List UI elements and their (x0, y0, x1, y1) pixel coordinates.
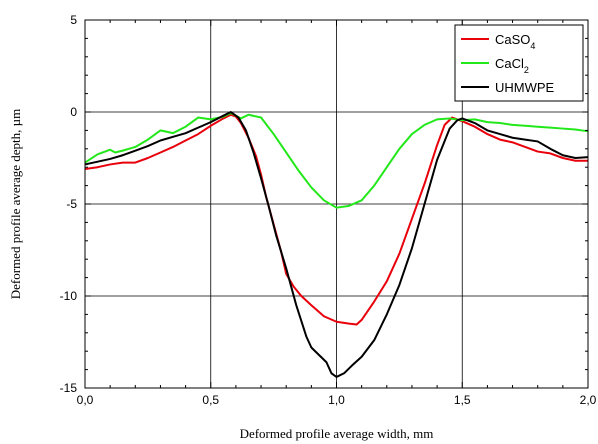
legend-label-base: CaCl (495, 56, 524, 71)
y-tick-label: 0 (70, 105, 77, 119)
y-tick-label: -10 (60, 289, 78, 303)
series-lines (84, 111, 589, 378)
axis-ticks: 0,0 0,5 1,0 1,5 2,0 5 0 -5 -10 -15 (60, 13, 597, 407)
x-tick-label: 1,0 (328, 393, 345, 407)
series-line-uhmwpe (84, 111, 589, 378)
y-axis-title: Deformed profile average depth, µm (8, 109, 23, 300)
y-tick-label: -15 (60, 381, 78, 395)
x-axis-title: Deformed profile average width, mm (240, 426, 434, 441)
y-tick-label: -5 (66, 197, 77, 211)
legend-label: CaSO4 (495, 32, 535, 51)
x-tick-label: 1,5 (454, 393, 471, 407)
legend-label: CaCl2 (495, 56, 529, 75)
legend-label: UHMWPE (495, 80, 555, 95)
x-tick-label: 0,0 (77, 393, 94, 407)
x-tick-label: 2,0 (580, 393, 597, 407)
series-line-caso4 (84, 113, 588, 326)
series-line-cacl2 (84, 111, 589, 209)
x-tick-label: 0,5 (202, 393, 219, 407)
legend-label-subscript: 2 (524, 65, 529, 75)
y-tick-label: 5 (70, 13, 77, 27)
legend-label-base: CaSO (495, 32, 530, 47)
legend-label-base: UHMWPE (495, 80, 555, 95)
legend-label-subscript: 4 (530, 41, 535, 51)
